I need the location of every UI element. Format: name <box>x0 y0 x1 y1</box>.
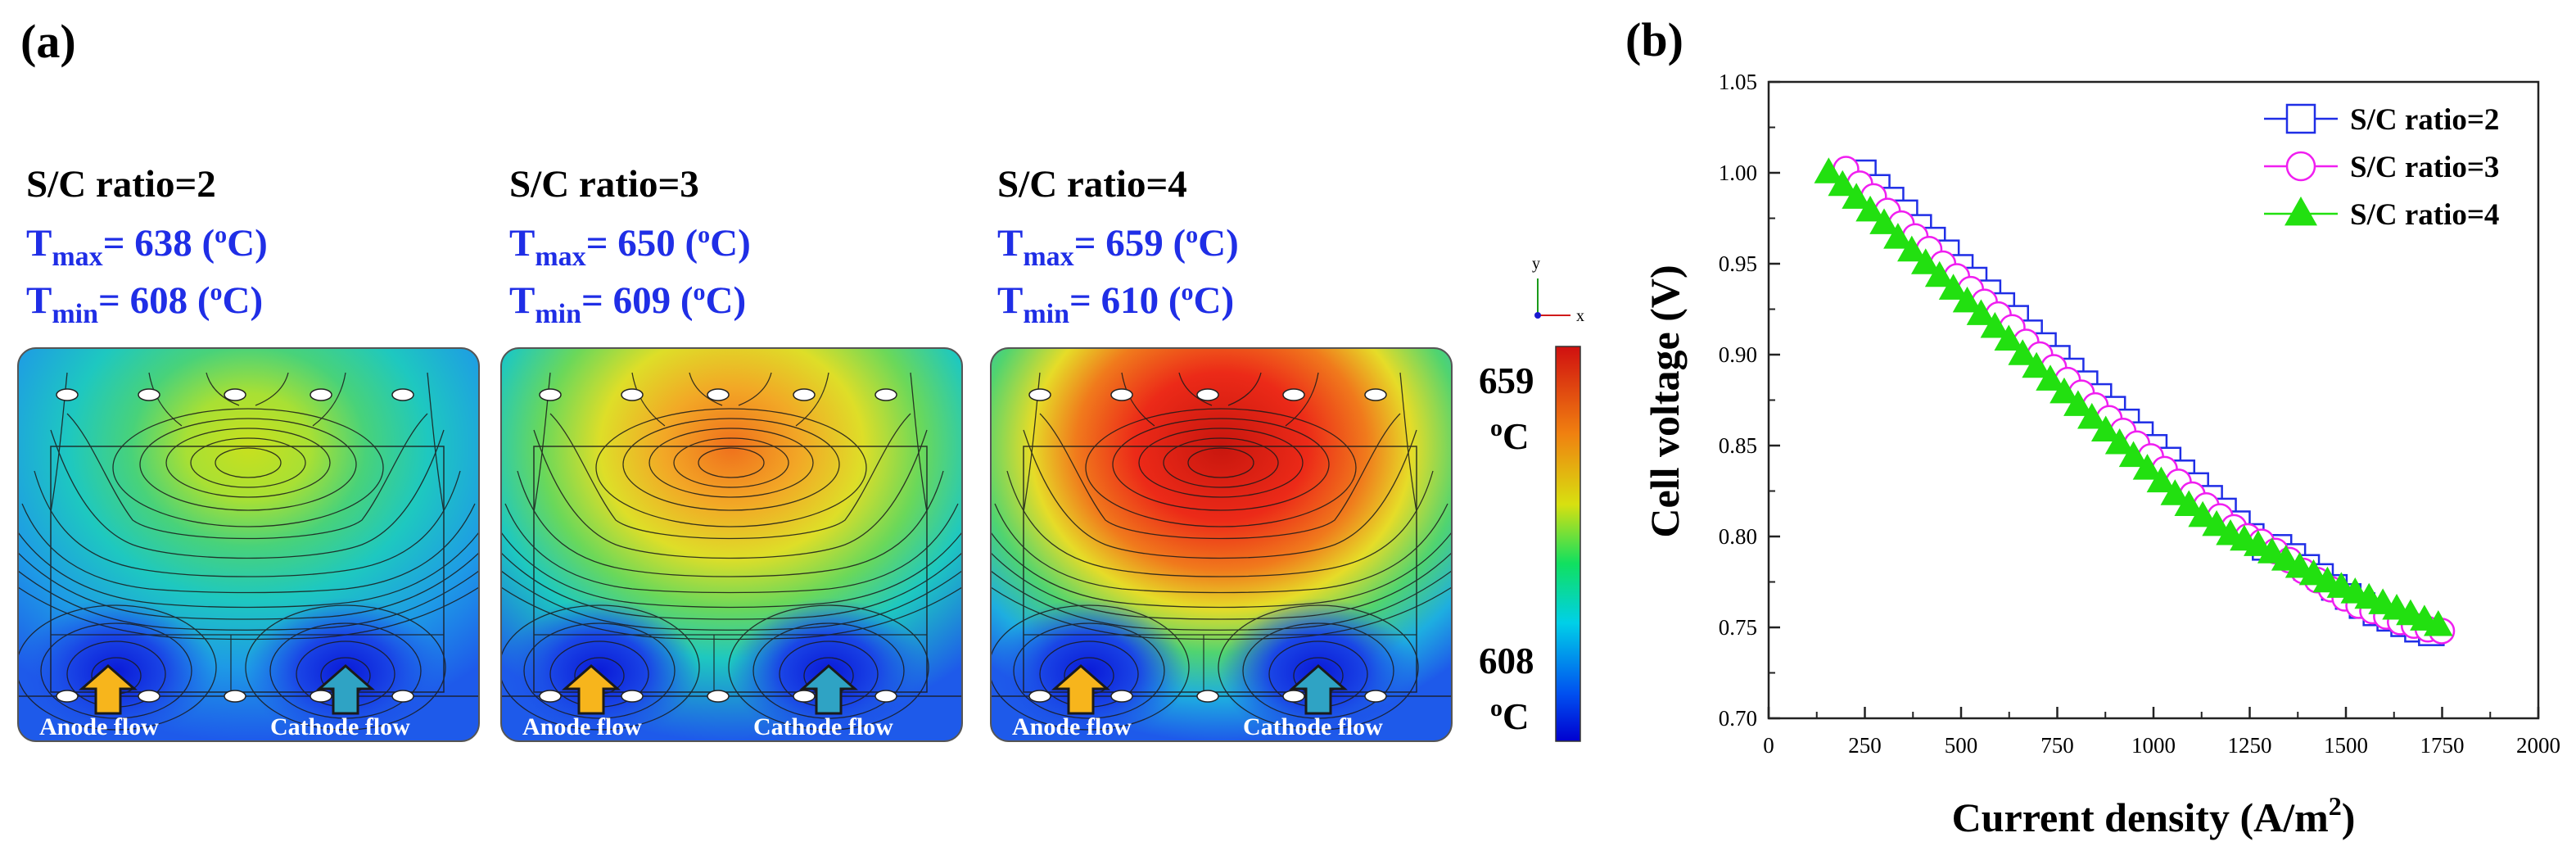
contour-panel-3: S/C ratio=4 Tmax= 659 (oC) Tmin= 610 (oC… <box>990 163 1453 742</box>
panel-3-tmin: Tmin= 610 (oC) <box>997 278 1234 329</box>
data-point-triangle <box>1842 183 1871 209</box>
legend-label: S/C ratio=2 <box>2350 103 2499 137</box>
x-tick-label: 500 <box>1945 733 1978 758</box>
data-point-triangle <box>2050 377 2079 404</box>
x-axis-title: Current density (A/m2) <box>1952 791 2356 840</box>
x-tick-label: 1750 <box>2420 733 2465 758</box>
y-tick-label: 0.70 <box>1719 706 1757 731</box>
voltage-chart: 0 250 500 750 1000 1250 1500 1750 2000 0.700.750… <box>1642 70 2560 840</box>
data-point-triangle <box>1938 274 1968 300</box>
legend-label: S/C ratio=4 <box>2350 198 2499 232</box>
x-tick-label: 1500 <box>2324 733 2368 758</box>
colorbar-gradient <box>1555 346 1581 742</box>
axis-y-label: y <box>1532 255 1540 273</box>
panel-3-cathode-label: Cathode flow <box>1243 713 1383 740</box>
colorbar-max-unit: oC <box>1490 414 1530 457</box>
data-point-triangle <box>2285 551 2315 578</box>
data-point-triangle <box>2202 509 2231 536</box>
y-tick-label: 1.00 <box>1719 161 1757 185</box>
data-point-triangle <box>1883 223 1913 249</box>
panel-3-tmax: Tmax= 659 (oC) <box>997 221 1239 272</box>
panel-2-anode-label: Anode flow <box>522 713 642 740</box>
x-tick-label: 1250 <box>2228 733 2272 758</box>
data-point-triangle <box>1828 170 1858 197</box>
data-point-triangle <box>2298 559 2329 586</box>
data-point-triangle <box>2271 545 2301 571</box>
y-tick-label: 0.80 <box>1719 524 1757 549</box>
panel-2-cathode-label: Cathode flow <box>753 713 893 740</box>
panel-3-title: S/C ratio=4 <box>997 163 1187 206</box>
colorbar: 659 oC 608 oC <box>1479 346 1581 742</box>
data-point-triangle <box>2146 466 2176 493</box>
panel-2-tmax: Tmax= 650 (oC) <box>509 221 751 272</box>
data-point-triangle <box>2174 490 2204 517</box>
panel-1-cathode-label: Cathode flow <box>270 713 410 740</box>
data-point-triangle <box>2063 390 2093 416</box>
data-point-triangle <box>2160 479 2190 505</box>
colorbar-min-unit: oC <box>1490 695 1530 737</box>
panel-1-anode-label: Anode flow <box>39 713 159 740</box>
y-tick-label: 0.90 <box>1719 342 1757 367</box>
x-tick-label: 750 <box>2040 733 2074 758</box>
data-point-triangle <box>1994 324 2024 351</box>
series-triangle <box>1814 157 2453 636</box>
data-point-triangle <box>1980 311 2010 338</box>
panel-b-label: (b) <box>1625 13 1683 66</box>
data-point-triangle <box>1910 248 1941 274</box>
data-point-circle <box>2285 151 2316 182</box>
panel-1-title: S/C ratio=2 <box>26 163 216 206</box>
x-tick-label: 2000 <box>2516 733 2560 758</box>
data-point-triangle <box>2090 415 2121 441</box>
data-point-triangle <box>1855 195 1885 222</box>
colorbar-max-value: 659 <box>1479 360 1534 401</box>
data-point-triangle <box>2285 196 2317 226</box>
axis-triad-icon: y x <box>1532 255 1584 325</box>
legend-label: S/C ratio=3 <box>2350 151 2499 184</box>
data-point-triangle <box>2008 339 2037 365</box>
contour-panel-1: S/C ratio=2 Tmax= 638 (oC) Tmin= 608 (oC… <box>17 163 480 742</box>
x-axis: 0 250 500 750 1000 1250 1500 1750 2000 <box>1763 707 2560 758</box>
panel-a-label: (a) <box>20 15 76 68</box>
data-point-triangle <box>1966 299 1996 325</box>
data-point-triangle <box>2118 441 2149 468</box>
x-tick-label: 250 <box>1848 733 1882 758</box>
panel-2-title: S/C ratio=3 <box>509 163 699 206</box>
data-point-triangle <box>1897 235 1927 262</box>
y-tick-label: 0.95 <box>1719 251 1757 276</box>
legend: S/C ratio=2 S/C ratio=3 S/C ratio=4 <box>2264 103 2499 232</box>
data-point-triangle <box>2424 610 2453 636</box>
series-layer <box>1814 156 2456 646</box>
x-tick-label: 1000 <box>2131 733 2176 758</box>
y-tick-label: 0.85 <box>1719 433 1757 458</box>
series-square <box>1850 159 2445 646</box>
colorbar-min-value: 608 <box>1479 640 1534 681</box>
axis-x-label: x <box>1576 307 1584 325</box>
data-point-triangle <box>2022 351 2051 378</box>
y-tick-label: 0.75 <box>1719 615 1757 640</box>
contour-panel-2: S/C ratio=3 Tmax= 650 (oC) Tmin= 609 (oC… <box>500 163 963 742</box>
data-point-triangle <box>2188 500 2217 527</box>
data-point-triangle <box>2257 537 2287 564</box>
data-point-triangle <box>2132 454 2162 480</box>
panel-2-tmin: Tmin= 609 (oC) <box>509 278 746 329</box>
data-point-triangle <box>1869 208 1899 234</box>
x-tick-label: 0 <box>1763 733 1774 758</box>
y-axis: 0.70 0.75 0.80 0.85 0.90 0.95 1.00 1.05 <box>1719 70 1780 731</box>
data-point-square <box>2285 103 2316 134</box>
panel-3-anode-label: Anode flow <box>1012 713 1132 740</box>
y-axis-title: Cell voltage (V) <box>1642 265 1688 537</box>
data-point-triangle <box>1952 286 1982 313</box>
panel-1-tmin: Tmin= 608 (oC) <box>26 278 263 329</box>
panel-1-tmax: Tmax= 638 (oC) <box>26 221 268 272</box>
data-point-triangle <box>2104 428 2135 455</box>
data-point-triangle <box>2244 530 2273 556</box>
y-tick-label: 1.05 <box>1719 70 1757 94</box>
data-point-triangle <box>1924 260 1955 287</box>
data-point-triangle <box>2077 402 2107 429</box>
data-point-triangle <box>1814 157 1844 183</box>
data-point-triangle <box>2036 364 2065 391</box>
